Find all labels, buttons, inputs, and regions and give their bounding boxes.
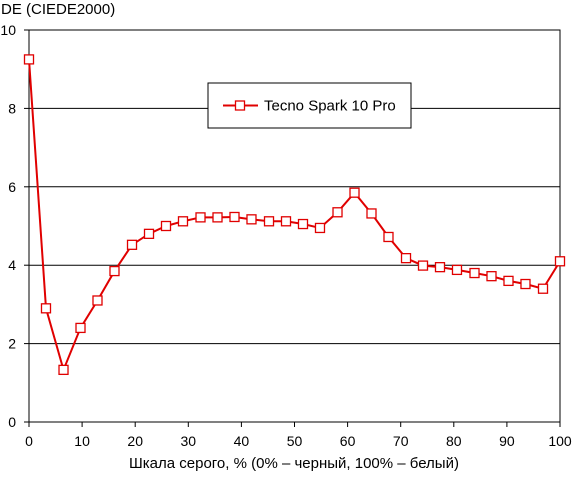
x-tick-label: 30: [181, 433, 197, 449]
y-tick-label: 2: [8, 336, 16, 352]
data-point: [314, 222, 326, 234]
data-point: [520, 278, 531, 290]
x-tick-label: 20: [127, 433, 143, 449]
x-tick-label: 70: [393, 433, 409, 449]
data-point: [109, 265, 120, 277]
data-point: [177, 216, 189, 227]
x-tick-label: 0: [25, 433, 33, 449]
y-tick-label: 4: [8, 257, 16, 273]
y-tick-label: 10: [0, 22, 16, 38]
legend-label: Tecno Spark 10 Pro: [264, 98, 396, 115]
data-point: [383, 231, 394, 243]
data-point: [195, 212, 206, 223]
data-point: [263, 216, 275, 227]
x-tick-label: 90: [499, 433, 515, 449]
data-point: [92, 295, 103, 306]
legend-marker: [234, 100, 246, 111]
data-point: [40, 303, 52, 314]
x-tick-label: 40: [234, 433, 250, 449]
y-tick-label: 8: [8, 100, 16, 116]
data-point: [400, 252, 412, 264]
data-point: [554, 256, 566, 267]
data-point: [469, 267, 480, 279]
data-point: [58, 364, 69, 376]
data-point: [126, 239, 138, 250]
data-point: [537, 283, 549, 294]
data-point: [503, 275, 514, 287]
data-point: [332, 207, 343, 218]
x-tick-label: 60: [340, 433, 356, 449]
data-point: [297, 218, 309, 230]
x-tick-label: 50: [287, 433, 303, 449]
x-tick-label: 80: [446, 433, 462, 449]
data-point: [229, 211, 240, 223]
data-point: [280, 216, 292, 227]
y-tick-label: 0: [8, 414, 16, 430]
data-point: [451, 264, 463, 276]
data-point: [417, 260, 429, 271]
data-point: [486, 271, 497, 282]
data-point: [160, 220, 172, 232]
data-point: [75, 322, 86, 334]
data-point: [246, 214, 257, 225]
y-axis-title: DE (CIEDE2000): [1, 1, 115, 18]
data-point: [366, 208, 377, 219]
data-point: [23, 54, 35, 65]
data-point: [143, 228, 155, 239]
x-axis-title: Шкала серого, % (0% – черный, 100% – бел…: [129, 455, 459, 472]
y-tick-label: 6: [8, 179, 16, 195]
x-tick-label: 100: [548, 433, 572, 449]
data-point: [212, 212, 223, 223]
x-tick-label: 10: [74, 433, 90, 449]
data-point: [349, 187, 360, 198]
data-point: [434, 262, 446, 273]
